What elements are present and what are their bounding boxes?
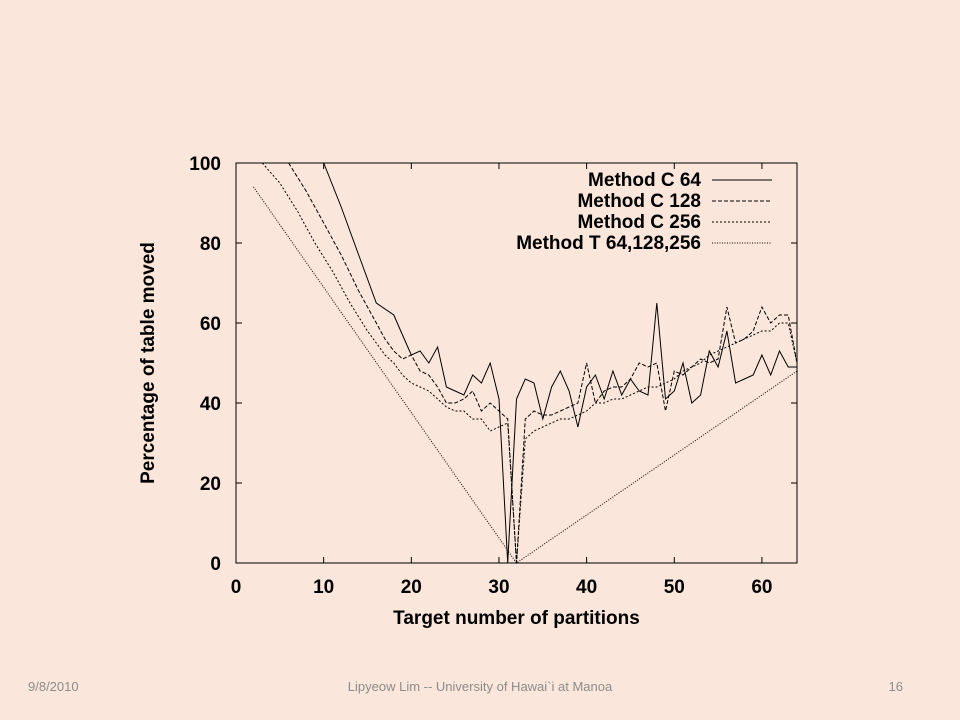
footer-date: 9/8/2010 xyxy=(28,679,79,694)
legend-label-2: Method C 128 xyxy=(577,191,701,212)
x-tick-label: 40 xyxy=(576,577,597,598)
x-tick-label: 60 xyxy=(751,577,772,598)
x-axis-label: Target number of partitions xyxy=(393,608,640,629)
plot-series-group xyxy=(253,163,797,563)
legend-label-3: Method C 256 xyxy=(577,212,701,233)
legend-label-1: Method C 64 xyxy=(588,170,701,191)
y-axis-label: Percentage of table moved xyxy=(138,242,159,484)
y-tick-label: 40 xyxy=(200,394,221,415)
series-line-3 xyxy=(261,163,797,563)
series-line-2 xyxy=(288,163,797,563)
x-tick-label: 50 xyxy=(664,577,685,598)
x-tick-label: 0 xyxy=(231,577,242,598)
x-tick-label: 30 xyxy=(488,577,509,598)
x-tick-label: 20 xyxy=(401,577,422,598)
y-tick-label: 0 xyxy=(210,554,221,575)
footer-title: Lipyeow Lim -- University of Hawai`i at … xyxy=(347,679,613,694)
plot-frame xyxy=(235,162,798,564)
series-line-4 xyxy=(253,186,797,563)
legend-label-4: Method T 64,128,256 xyxy=(516,233,701,254)
y-tick-label: 100 xyxy=(189,154,221,175)
y-tick-label: 60 xyxy=(200,314,221,335)
y-tick-label: 80 xyxy=(200,234,221,255)
x-tick-label: 10 xyxy=(313,577,334,598)
page-number: 16 xyxy=(888,679,903,694)
series-line-1 xyxy=(323,163,797,563)
y-tick-label: 20 xyxy=(200,474,221,495)
